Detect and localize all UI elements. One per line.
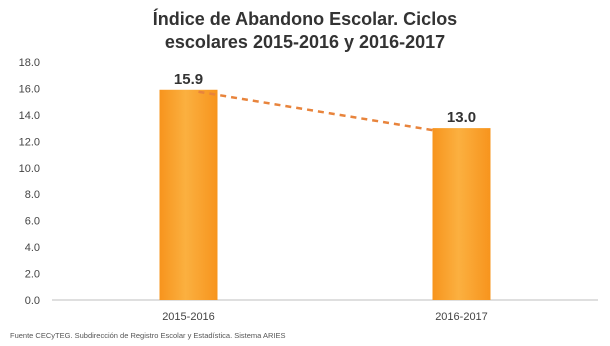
chart-title-line-1: Índice de Abandono Escolar. Ciclos [152,9,458,29]
chart-title-line-2: escolares 2015-2016 y 2016-2017 [164,32,446,52]
x-tick-label: 2015-2016 [162,311,215,323]
y-tick-label: 10.0 [19,163,40,175]
source-note: Fuente CECyTEG. Subdirección de Registro… [10,331,286,340]
chart-title: Índice de Abandono Escolar. Ciclos escol… [0,8,610,54]
bar-2015-2016 [159,89,218,301]
y-tick-label: 12.0 [19,136,40,148]
y-tick-label: 6.0 [25,216,40,228]
data-label: 13.0 [447,109,476,126]
y-tick-label: 18.0 [19,57,40,69]
y-tick-label: 4.0 [25,242,40,254]
y-tick-label: 8.0 [25,189,40,201]
bar-2016-2017 [432,128,491,300]
y-tick-label: 16.0 [19,83,40,95]
trend-line [198,90,433,132]
x-tick-label: 2016-2017 [435,311,488,323]
y-tick-label: 2.0 [25,269,40,281]
data-label: 15.9 [174,71,203,88]
y-tick-label: 14.0 [19,110,40,122]
y-tick-label: 0.0 [25,295,40,307]
